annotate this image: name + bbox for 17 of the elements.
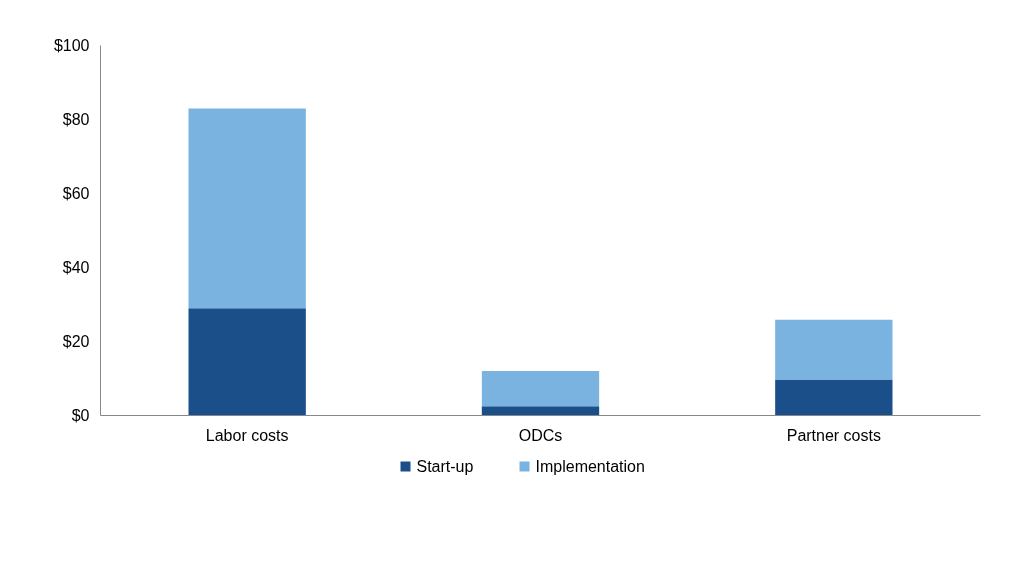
bar: [188, 308, 306, 416]
x-tick-label: Partner costs: [786, 426, 881, 444]
bar: [775, 379, 893, 416]
x-tick-label: ODCs: [518, 426, 563, 444]
x-tick-label: Labor costs: [205, 426, 289, 444]
legend-label: Implementation: [535, 458, 645, 475]
y-tick-label: $100: [53, 37, 90, 54]
y-tick-label: $20: [62, 333, 90, 350]
bar: [481, 371, 600, 407]
bar: [188, 108, 306, 309]
legend-label: Start-up: [416, 458, 474, 475]
bar: [481, 406, 600, 416]
y-tick-label: $60: [62, 185, 90, 202]
y-tick-label: $40: [62, 259, 90, 276]
y-tick-label: $0: [71, 407, 90, 424]
bar: [775, 319, 893, 380]
y-tick-label: $80: [62, 111, 90, 128]
